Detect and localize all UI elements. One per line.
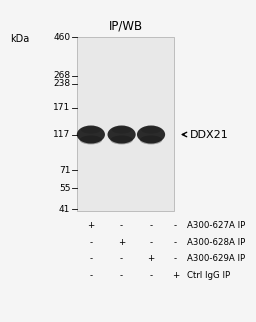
Text: 268: 268	[53, 71, 70, 80]
Bar	[77, 37, 174, 211]
Text: 171: 171	[53, 103, 70, 112]
Text: -: -	[89, 271, 92, 280]
Ellipse shape	[81, 127, 101, 134]
Text: -: -	[150, 238, 153, 247]
Text: -: -	[120, 271, 123, 280]
Text: -: -	[150, 271, 153, 280]
Text: A300-628A IP: A300-628A IP	[187, 238, 245, 247]
Ellipse shape	[77, 126, 105, 144]
Text: -: -	[89, 238, 92, 247]
Text: -: -	[150, 221, 153, 230]
Text: A300-629A IP: A300-629A IP	[187, 254, 245, 263]
Text: -: -	[174, 254, 177, 263]
Text: -: -	[120, 254, 123, 263]
Text: Ctrl IgG IP: Ctrl IgG IP	[187, 271, 230, 280]
Ellipse shape	[137, 126, 165, 144]
Text: -: -	[174, 221, 177, 230]
Text: kDa: kDa	[10, 34, 29, 44]
Ellipse shape	[108, 126, 136, 144]
Text: 238: 238	[53, 80, 70, 89]
Text: +: +	[172, 271, 179, 280]
Text: 41: 41	[59, 205, 70, 213]
Text: +: +	[147, 254, 155, 263]
Text: DDX21: DDX21	[189, 129, 228, 139]
Text: A300-627A IP: A300-627A IP	[187, 221, 245, 230]
Text: IP/WB: IP/WB	[108, 19, 143, 32]
Ellipse shape	[110, 136, 133, 145]
Text: 460: 460	[53, 33, 70, 42]
Ellipse shape	[141, 127, 161, 134]
Ellipse shape	[80, 136, 102, 145]
Ellipse shape	[112, 127, 132, 134]
Text: -: -	[120, 221, 123, 230]
Text: 71: 71	[59, 166, 70, 175]
Ellipse shape	[140, 136, 162, 145]
Text: -: -	[174, 238, 177, 247]
Text: 117: 117	[53, 130, 70, 139]
Text: +: +	[87, 221, 94, 230]
Text: 55: 55	[59, 184, 70, 193]
Text: -: -	[89, 254, 92, 263]
Text: +: +	[118, 238, 125, 247]
